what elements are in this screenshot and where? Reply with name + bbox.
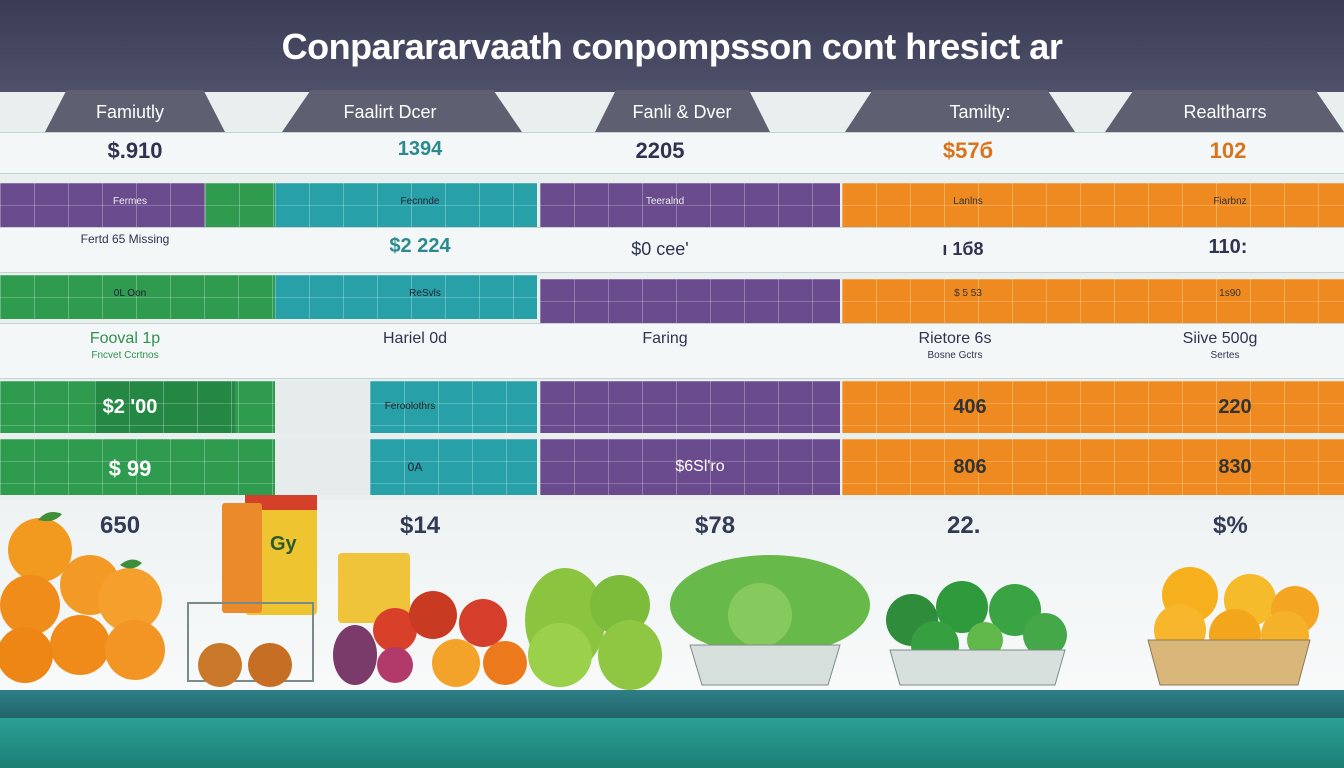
bar-label-3: Teeralnd bbox=[645, 196, 685, 207]
bottom-value-5: $% bbox=[1213, 512, 1248, 539]
row-6-label-2: Feroolothrs bbox=[384, 401, 436, 412]
row-7-value-2: 0A bbox=[407, 460, 423, 474]
bar-label-2: Fecnnde bbox=[400, 196, 440, 207]
row-1-value-3: 2205 bbox=[635, 138, 685, 163]
row-3-value-4: ı 1б8 bbox=[942, 239, 984, 259]
tab-familty-label: Famiutly bbox=[95, 102, 164, 122]
row-5-sub-1: Fncvet Ccrtnos bbox=[91, 350, 159, 361]
bar-label-1: Fermes bbox=[113, 196, 147, 207]
page-title: Conparararvaath conpompsson cont hresict… bbox=[281, 26, 1063, 67]
bar-purple-4 bbox=[540, 381, 840, 433]
bar-green-dark bbox=[95, 381, 235, 433]
row-3-value-2: $2 224 bbox=[389, 235, 451, 257]
row-5-value-2: Hariel 0d bbox=[382, 330, 448, 347]
row-6-value-1: $2 '00 bbox=[102, 396, 158, 418]
bar-green-2 bbox=[0, 275, 275, 319]
row-5-value-4: Rietore 6s bbox=[918, 330, 992, 347]
lettuce-basket-icon bbox=[670, 555, 870, 686]
floor-band bbox=[0, 718, 1344, 768]
bottom-value-2: $14 bbox=[400, 512, 441, 539]
row-3-value-3: $0 cee' bbox=[631, 239, 689, 259]
tab-tamilty[interactable] bbox=[845, 90, 1075, 132]
tab-fairlt-dcer[interactable] bbox=[282, 90, 522, 132]
tab-fairlt-dcer-label: Faalirt Dcer bbox=[343, 102, 437, 122]
green-pears-icon bbox=[525, 568, 662, 690]
tab-realtharrs-label: Realtharrs bbox=[1183, 102, 1267, 122]
row-7-value-4: 806 bbox=[953, 456, 987, 478]
bar-purple-5 bbox=[540, 439, 840, 495]
row-5-sub-5: Sertes bbox=[1210, 350, 1240, 361]
bottom-value-4: 22. bbox=[947, 512, 981, 539]
bar-white-1 bbox=[275, 381, 370, 433]
bar-green-4 bbox=[0, 439, 275, 495]
bar-purple-3 bbox=[540, 279, 840, 323]
snack-packages-icon: Gy bbox=[222, 495, 410, 623]
mixed-veg-icon bbox=[198, 591, 527, 687]
row-3 bbox=[0, 227, 1344, 273]
row-3-value-1: Fertd 65 Missing bbox=[80, 232, 170, 246]
bar-label-5: Fiarbnz bbox=[1213, 196, 1247, 207]
row-7-value-3: $6Sl'ro bbox=[675, 458, 725, 475]
bar4-label-1: 0L Oon bbox=[113, 288, 147, 299]
row-5-value-3: Faring bbox=[642, 330, 688, 347]
bottom-value-1: 650 bbox=[100, 512, 141, 539]
row-5-value-1: Fooval 1p bbox=[89, 330, 161, 347]
tab-familty[interactable] bbox=[45, 90, 225, 132]
bar-purple-1 bbox=[0, 183, 205, 227]
bar-orange-1 bbox=[842, 183, 1344, 227]
bar4-label-2: ReSvls bbox=[409, 288, 441, 299]
bar-white-2 bbox=[275, 439, 370, 495]
tab-fanli-dver[interactable] bbox=[595, 90, 770, 132]
bar-purple-2 bbox=[540, 183, 840, 227]
green-apples-basket-icon bbox=[886, 581, 1067, 686]
tab-tamilty-label: Tamilty: bbox=[949, 102, 1011, 122]
bar-teal-3 bbox=[370, 381, 537, 433]
row-1-value-5: 102 bbox=[1209, 138, 1247, 163]
row-1-value-4: $57б bbox=[942, 138, 994, 163]
bar-green-1 bbox=[205, 183, 275, 227]
bottom-value-3: $78 bbox=[695, 512, 736, 539]
bar-label-4: Lanlns bbox=[953, 196, 983, 207]
row-5-sub-4: Bosne Gctrs bbox=[927, 350, 983, 361]
row-3-value-5: 110: bbox=[1208, 236, 1248, 258]
produce-illustration: Gy bbox=[0, 495, 1319, 690]
bar-orange-3 bbox=[842, 381, 1344, 433]
row-6-value-5: 220 bbox=[1218, 396, 1252, 418]
row-5 bbox=[0, 323, 1344, 379]
row-6-value-4: 406 bbox=[953, 396, 987, 418]
row-1-value-1: $.910 bbox=[107, 138, 163, 163]
row-1 bbox=[0, 132, 1344, 174]
header-bar bbox=[0, 0, 1344, 92]
tab-fanli-dver-label: Fanli & Dver bbox=[632, 102, 732, 122]
row-5-value-5: Siive 500g bbox=[1182, 330, 1258, 347]
row-7-value-1: $ 99 bbox=[108, 456, 152, 481]
shelf-edge bbox=[0, 690, 1344, 718]
package-label: Gy bbox=[270, 533, 298, 555]
bar-teal-2 bbox=[275, 275, 537, 319]
bar-teal-1 bbox=[275, 183, 537, 227]
bar-teal-4 bbox=[370, 439, 537, 495]
bar-orange-2 bbox=[842, 279, 1344, 323]
oranges-left-icon bbox=[0, 512, 165, 683]
lemons-basket-icon bbox=[1147, 567, 1319, 686]
bar4-label-5: 1s90 bbox=[1219, 288, 1241, 299]
basket-left-icon bbox=[187, 602, 314, 682]
tab-realtharrs[interactable] bbox=[1105, 90, 1344, 132]
bar-orange-4 bbox=[842, 439, 1344, 495]
row-7-value-5: 830 bbox=[1218, 456, 1252, 478]
row-1-value-2: 1394 bbox=[397, 138, 443, 160]
bar4-label-4: $ 5 53 bbox=[954, 288, 982, 299]
